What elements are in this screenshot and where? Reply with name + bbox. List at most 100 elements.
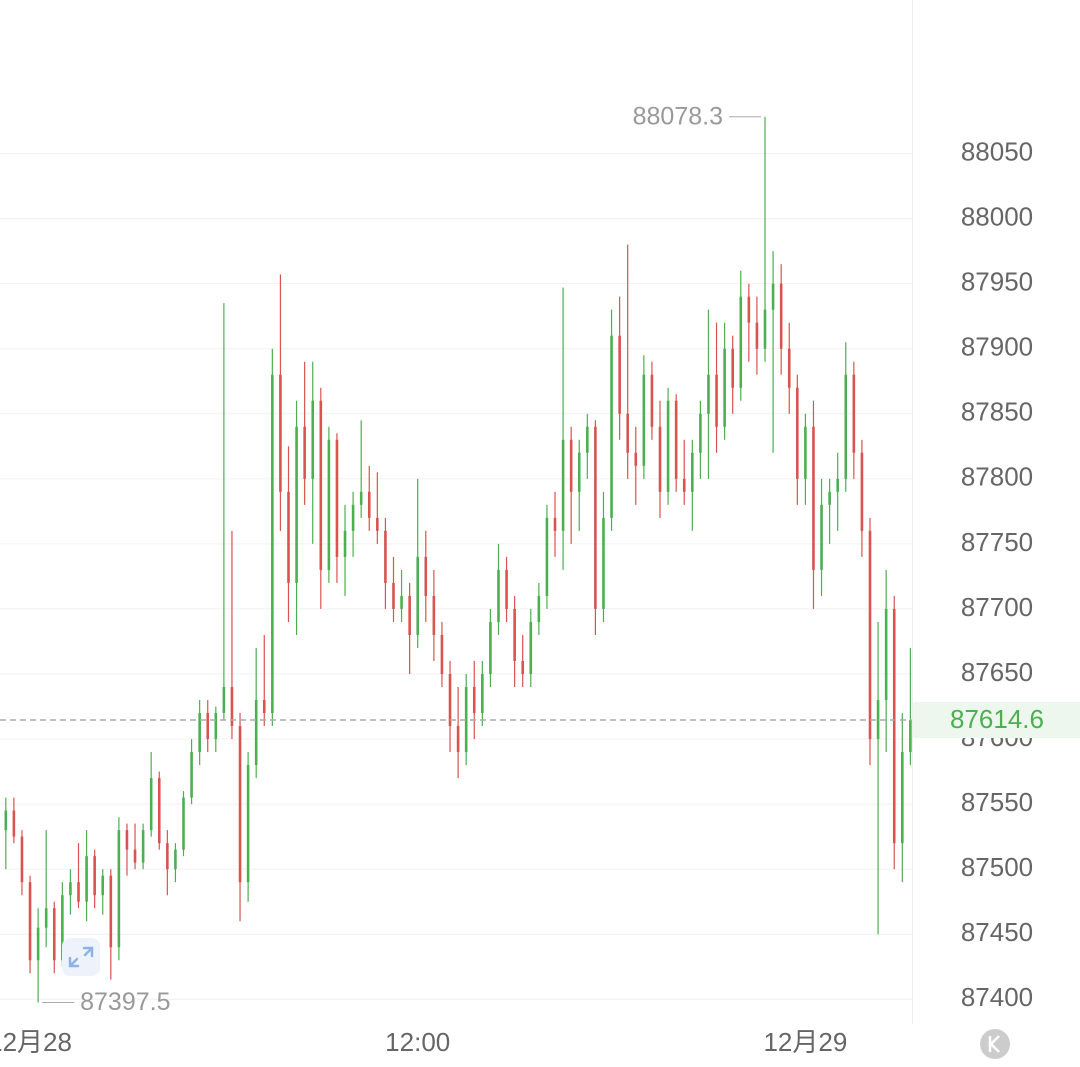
- y-tick-label: 87400: [961, 982, 1033, 1012]
- candle-body: [303, 426, 306, 479]
- y-tick-label: 87700: [961, 592, 1033, 622]
- candle-body: [287, 491, 290, 583]
- candle-body: [456, 726, 460, 753]
- candle-body: [157, 778, 161, 844]
- x-tick-label: 12月29: [763, 1027, 847, 1057]
- candle-body: [36, 927, 40, 961]
- candle-body: [400, 595, 403, 609]
- candle-body: [262, 700, 266, 714]
- candle-body: [860, 452, 864, 531]
- expand-icon[interactable]: [62, 938, 100, 976]
- candle-body: [174, 849, 177, 870]
- candle-body: [707, 374, 710, 414]
- candle-body: [408, 595, 411, 635]
- candle-body: [497, 569, 500, 622]
- candle-body: [682, 478, 686, 492]
- candle-body: [545, 517, 549, 596]
- labels: 8740087450875008755087600876508770087750…: [0, 102, 1080, 1057]
- candle-body: [85, 856, 88, 902]
- y-tick-label: 87450: [961, 917, 1033, 947]
- k-button[interactable]: [980, 1029, 1010, 1059]
- candle-body: [723, 348, 726, 427]
- candle-body: [311, 400, 315, 479]
- x-tick-label: 12:00: [385, 1027, 450, 1057]
- candle-body: [844, 374, 848, 479]
- candle-body: [852, 374, 856, 453]
- y-tick-label: 87850: [961, 397, 1033, 427]
- candle-body: [868, 530, 872, 740]
- candle-body: [101, 875, 105, 896]
- candle-body: [117, 830, 121, 948]
- candle-body: [513, 608, 516, 661]
- candle-body: [416, 556, 420, 635]
- candle-body: [787, 348, 791, 388]
- candle-body: [230, 687, 234, 727]
- y-tick-label: 87650: [961, 657, 1033, 687]
- candle-body: [432, 595, 436, 635]
- candle-body: [279, 374, 282, 492]
- candle-body: [537, 595, 541, 622]
- candle-body: [198, 713, 201, 753]
- candle-body: [650, 374, 654, 427]
- candle-body: [884, 608, 888, 701]
- last-price-label: 87614.6: [950, 704, 1044, 734]
- candle-body: [804, 426, 807, 479]
- candle-body: [610, 335, 613, 518]
- candle-body: [892, 608, 896, 844]
- max-label: 88078.3: [633, 102, 723, 130]
- candle-body: [141, 830, 145, 863]
- candle-body: [812, 426, 815, 570]
- candle-body: [327, 439, 331, 570]
- candle-body: [182, 797, 185, 850]
- candle-body: [489, 621, 492, 674]
- candle-body: [715, 374, 718, 427]
- candle-body: [93, 856, 96, 896]
- candle-body: [376, 517, 379, 531]
- candle-body: [594, 426, 597, 609]
- y-tick-label: 87750: [961, 527, 1033, 557]
- candle-body: [666, 400, 670, 492]
- candle-body: [133, 849, 137, 863]
- candle-body: [440, 634, 444, 674]
- last-price-box: [913, 702, 1080, 739]
- candle-body: [319, 400, 323, 570]
- candle-body: [739, 296, 743, 388]
- y-tick-label: 87500: [961, 852, 1033, 882]
- candle-body: [586, 426, 589, 453]
- grid: [0, 153, 912, 1000]
- candle-body: [149, 778, 153, 831]
- candle-body: [12, 810, 16, 837]
- candle-body: [238, 726, 242, 883]
- candle-body: [747, 296, 751, 323]
- y-tick-label: 88050: [961, 136, 1033, 166]
- candle-body: [691, 452, 694, 492]
- candle-body: [246, 765, 250, 883]
- candle-body: [779, 283, 783, 349]
- candle-body: [28, 882, 32, 961]
- candle-body: [731, 348, 735, 388]
- candle-body: [626, 413, 630, 453]
- candle-body: [392, 582, 395, 609]
- y-tick-label: 87800: [961, 462, 1033, 492]
- candle-body: [384, 530, 387, 583]
- candle-body: [796, 387, 799, 479]
- candle-body: [505, 569, 508, 609]
- candle-body: [577, 452, 581, 492]
- candle-body: [472, 687, 476, 714]
- candle-body: [214, 713, 218, 740]
- candle-body: [561, 439, 565, 531]
- candle-body: [206, 713, 210, 740]
- candle-body: [359, 491, 363, 505]
- y-tick-label: 87900: [961, 332, 1033, 362]
- candle-body: [901, 752, 904, 844]
- candle-body: [521, 660, 525, 674]
- candle-body: [820, 504, 823, 570]
- candle-body: [481, 673, 484, 714]
- candle-body: [569, 439, 573, 492]
- y-tick-label: 88000: [961, 201, 1033, 231]
- y-tick-label: 87550: [961, 787, 1033, 817]
- candle-body: [828, 491, 831, 505]
- candle-body: [77, 882, 80, 902]
- candle-body: [755, 322, 759, 349]
